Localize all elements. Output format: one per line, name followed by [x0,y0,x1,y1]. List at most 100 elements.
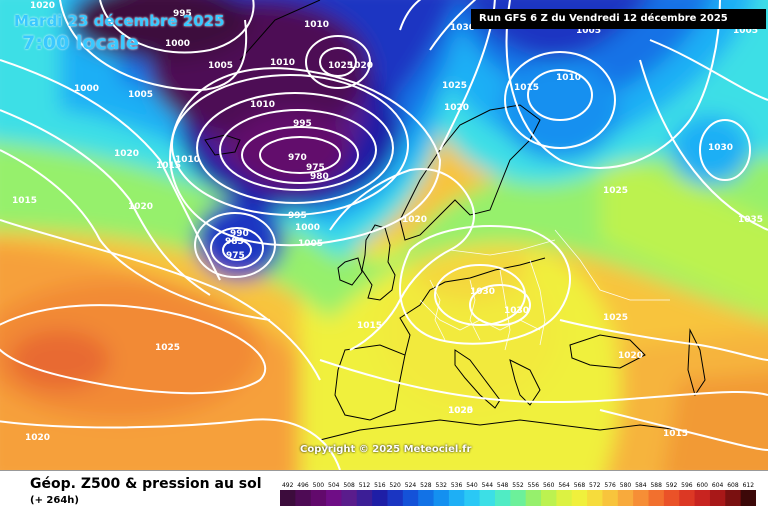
isobar-label: 1020 [402,215,427,225]
legend-swatch [541,490,557,506]
isobar-label: 995 [288,211,307,221]
legend-swatch [433,490,450,506]
legend-swatch [341,490,358,506]
isobar-label: 1020 [348,61,373,71]
legend-tick-label: 608 [727,482,739,489]
legend-tick-label: 596 [681,482,693,489]
isobar-labels: 1020 995 1000 1005 1010 1010 1025 1020 1… [12,1,763,443]
isobar-label: 970 [288,153,307,163]
legend-swatch [602,490,619,506]
legend-tick-label: 532 [436,482,448,489]
legend-swatch [694,490,711,506]
legend-tick-label: 512 [359,482,371,489]
isobar-label: 1005 [128,90,153,100]
legend-tick-label: 528 [420,482,432,489]
isobar-label: 1015 [663,429,688,439]
legend-swatch [556,490,573,506]
legend-tick-label: 600 [697,482,709,489]
legend-swatch [709,490,726,506]
isobar-label: 1020 [114,149,139,159]
coastlines [204,0,706,441]
legend-tick-label: 592 [666,482,678,489]
isobar-label: 1025 [328,61,353,71]
color-legend: 492 496 500 504 508 512 516 520 524 528 532 536 540 5… [280,482,756,506]
legend-tick-label: 604 [712,482,724,489]
isobar-label: 995 [293,119,312,129]
weather-map: 1020 995 1000 1005 1010 1010 1025 1020 1… [0,0,768,470]
isobar-label: 1025 [155,343,180,353]
legend-tick-label: 540 [466,482,478,489]
isobar-label: 1005 [208,61,233,71]
legend-swatch [280,490,296,506]
isobar-label: 1015 [357,321,382,331]
forecast-offset: (+ 264h) [30,495,79,506]
isobar-label: 1015 [156,161,181,171]
legend-swatch [356,490,373,506]
isobars [0,0,768,470]
isobar-label: 1015 [514,83,539,93]
legend-tick-label: 576 [604,482,616,489]
legend-swatch [372,490,388,506]
copyright: Copyright © 2025 Meteociel.fr [300,444,472,455]
legend-swatch [295,490,312,506]
legend-swatch [587,490,603,506]
isobar-label: 1035 [738,215,763,225]
isobar-label: 1010 [304,20,329,30]
isobar-label: 1020 [618,351,643,361]
legend-swatch [617,490,634,506]
forecast-time: 7:00 locale [22,32,139,54]
isobar-label: 1010 [270,58,295,68]
isobar-label: 1030 [708,143,733,153]
isobar-label: 1005 [733,26,758,36]
legend-swatch [418,490,435,506]
legend-swatch [448,490,465,506]
legend-swatch [494,490,511,506]
legend-tick-label: 560 [543,482,555,489]
legend-tick-label: 536 [451,482,463,489]
isobar-label: 1020 [25,433,50,443]
legend-tick-label: 496 [297,482,309,489]
legend-tick-label: 556 [528,482,540,489]
isobar-label: 975 [306,163,325,173]
legend-tick-label: 568 [574,482,586,489]
run-info: Run GFS 6 Z du Vendredi 12 décembre 2025 [471,9,766,29]
isobar-label: 975 [226,251,245,261]
legend-swatch [571,490,588,506]
isobar-label: 1030 [504,306,529,316]
legend-swatch [525,490,542,506]
legend-tick-label: 584 [635,482,647,489]
legend-tick-label: 508 [343,482,355,489]
footer-bar: Géop. Z500 & pression au sol (+ 264h) 49… [0,470,768,513]
isobar-label: 1020 [128,202,153,212]
isobar-label: 985 [225,237,244,247]
forecast-date: Mardi 23 décembre 2025 [14,12,225,30]
isobar-label: 1015 [12,196,37,206]
isobar-label: 1030 [470,287,495,297]
isobar-label: 1000 [165,39,190,49]
legend-swatch [464,490,481,506]
legend-swatch [387,490,404,506]
legend-tick-label: 544 [482,482,494,489]
legend-swatch [740,490,756,506]
isobar-label: 1020 [448,406,473,416]
map-title: Géop. Z500 & pression au sol [30,476,262,492]
legend-tick-label: 500 [313,482,325,489]
isobar-label: 1030 [450,23,475,33]
isobar-label: 1010 [175,155,200,165]
isobar-label: 1010 [250,100,275,110]
isobar-label: 1025 [448,406,473,416]
legend-tick-label: 520 [389,482,401,489]
isobar-label: 1020 [30,1,55,11]
legend-tick-label: 524 [405,482,417,489]
isobar-label: 995 [173,9,192,19]
legend-tick-label: 572 [589,482,601,489]
isobar-label: 1000 [295,223,320,233]
legend-swatch [633,490,650,506]
legend-swatch [479,490,496,506]
isobar-label: 1025 [603,313,628,323]
legend-swatch [510,490,527,506]
isobar-label: 1000 [74,84,99,94]
isobar-label: 980 [310,172,329,182]
legend-tick-label: 564 [558,482,570,489]
legend-tick-label: 516 [374,482,386,489]
